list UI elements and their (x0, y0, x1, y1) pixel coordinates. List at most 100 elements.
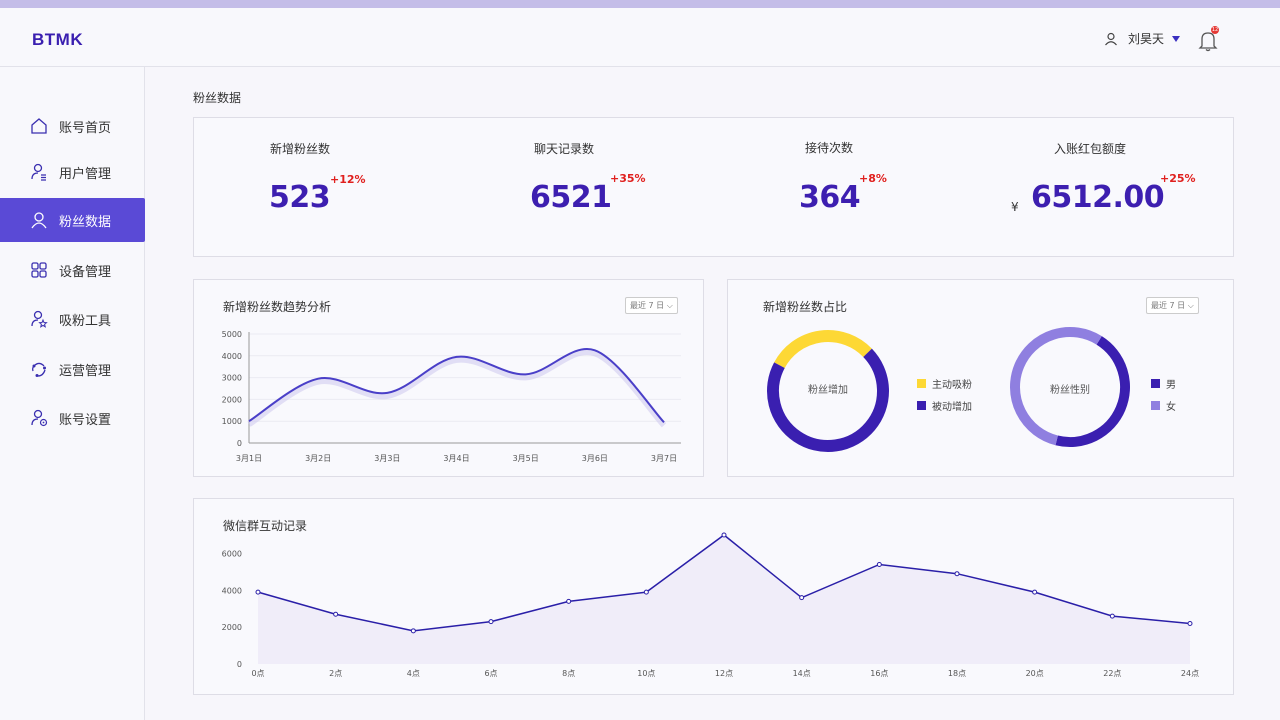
wechat-card: 微信群互动记录 0 2000 4000 6000 0点 2点 4点 6点 8点 10点 12点 14点… (193, 498, 1234, 695)
data-point (721, 532, 727, 538)
y-tick-label: 6000 (222, 549, 242, 558)
range-select[interactable]: 最近 7 日 ⌵ (1146, 297, 1199, 314)
legend-swatch (917, 401, 926, 410)
y-tick-label: 0 (237, 439, 242, 448)
chevron-down-icon: ⌵ (1187, 301, 1194, 310)
data-point (255, 589, 261, 595)
sidebar-item-account-settings[interactable]: 账号设置 (0, 396, 145, 440)
y-tick-label: 4000 (222, 352, 242, 361)
y-tick-label: 1000 (222, 417, 242, 426)
donut-chart-fans-gender (1010, 327, 1130, 447)
wechat-chart: 0 2000 4000 6000 0点 2点 4点 6点 8点 10点 12点 14点 16点 18点 20… (222, 532, 1199, 678)
y-tick-label: 0 (237, 660, 242, 669)
stat-delta: +8% (859, 172, 887, 185)
donut-slice-1 (774, 330, 872, 369)
legend-swatch (1151, 379, 1160, 388)
series-line-shadow (247, 349, 667, 428)
legend-swatch (917, 379, 926, 388)
x-tick-label: 20点 (1026, 669, 1044, 678)
sidebar-item-label: 账号首页 (59, 120, 112, 136)
sidebar-item-user-management[interactable]: 用户管理 (0, 150, 145, 194)
data-point (333, 611, 339, 617)
x-tick-label: 3月5日 (513, 454, 539, 463)
stat-delta: +25% (1160, 172, 1196, 185)
stat-label: 新增粉丝数 (270, 142, 331, 156)
stat-label: 聊天记录数 (534, 142, 595, 156)
stat-value: 523 (269, 180, 331, 215)
ratio-card: 新增粉丝数占比 最近 7 日 ⌵ 粉丝增加 主动吸粉 被动增加 粉丝性别 男 女 (727, 279, 1234, 477)
data-point (1109, 613, 1115, 619)
trend-chart: 0 1000 2000 3000 4000 5000 3月1日 3月2日 3月3日 3月4日 3月5… (222, 330, 681, 463)
donut-slice-1 (1055, 336, 1130, 447)
trend-card: 新增粉丝数趋势分析 最近 7 日 ⌵ 0 1000 2000 3000 4000 5000… (193, 279, 704, 477)
chevron-down-icon (1172, 35, 1181, 42)
header: BTMK 刘昊天 (0, 8, 1280, 67)
app-logo[interactable]: BTMK (32, 30, 84, 49)
x-tick-label: 3月6日 (582, 454, 608, 463)
user-name: 刘昊天 (1128, 32, 1165, 46)
sidebar-item-account-home[interactable]: 账号首页 (0, 104, 145, 148)
stat-value: 364 (799, 180, 861, 215)
sidebar-item-label: 吸粉工具 (59, 313, 112, 329)
range-select[interactable]: 最近 7 日 ⌵ (625, 297, 678, 314)
x-tick-label: 6点 (484, 669, 497, 678)
series-line (248, 348, 665, 423)
sidebar-item-label: 运营管理 (59, 363, 112, 379)
sidebar-item-device-management[interactable]: 设备管理 (0, 248, 145, 292)
legend-label: 女 (1166, 402, 1176, 413)
y-tick-label: 4000 (222, 586, 242, 595)
user-settings-icon (31, 409, 48, 427)
sidebar-item-fans-data[interactable]: 粉丝数据 (0, 198, 145, 242)
legend-item: 主动吸粉 (917, 376, 972, 391)
bell-icon[interactable] (1198, 30, 1218, 52)
user-icon (1105, 32, 1117, 45)
series-area (258, 535, 1190, 664)
y-tick-label: 5000 (222, 330, 242, 339)
x-tick-label: 3月2日 (305, 454, 331, 463)
grid-icon (31, 262, 47, 278)
data-point (566, 598, 572, 604)
donut-center-label: 粉丝增加 (808, 385, 848, 396)
sidebar-item-fan-tools[interactable]: 吸粉工具 (0, 297, 145, 341)
sidebar: 账号首页 用户管理 粉丝数据 设备管理 吸粉工具 运营管理 账号设置 (0, 67, 145, 720)
stat-red-packet: 入账红包额度 (1054, 140, 1126, 157)
legend-label: 主动吸粉 (932, 380, 972, 391)
user-star-icon (31, 310, 48, 328)
data-point (1032, 589, 1038, 595)
stat-chat-records: 聊天记录数 (534, 140, 594, 157)
x-tick-label: 18点 (948, 669, 966, 678)
legend-label: 男 (1166, 380, 1176, 391)
range-label: 最近 7 日 (630, 301, 665, 310)
range-label: 最近 7 日 (1151, 301, 1186, 310)
stat-delta: +35% (610, 172, 646, 185)
fans-icon (31, 212, 47, 229)
sidebar-item-label: 设备管理 (59, 264, 112, 280)
x-tick-label: 24点 (1181, 669, 1199, 678)
home-icon (31, 118, 47, 134)
notification-badge: 12 (1211, 26, 1219, 34)
data-point (410, 628, 416, 634)
x-tick-label: 3月3日 (374, 454, 400, 463)
chevron-down-icon: ⌵ (666, 301, 673, 310)
user-menu[interactable]: 刘昊天 (1104, 30, 1181, 47)
x-tick-label: 0点 (251, 669, 264, 678)
stat-delta: +12% (330, 173, 366, 186)
legend-item: 男 (1151, 376, 1176, 391)
user-list-icon (31, 163, 46, 181)
x-tick-label: 3月1日 (236, 454, 262, 463)
page-title: 粉丝数据 (193, 91, 242, 105)
sidebar-item-operations[interactable]: 运营管理 (0, 347, 145, 391)
x-tick-label: 10点 (637, 669, 655, 678)
stat-value: 6512.00 (1031, 180, 1165, 215)
share-icon (32, 362, 46, 377)
legend-item: 女 (1151, 398, 1176, 413)
x-tick-label: 14点 (793, 669, 811, 678)
donut-chart-fans-increase (767, 330, 889, 452)
stat-label: 接待次数 (805, 141, 854, 155)
card-title: 新增粉丝数占比 (763, 300, 848, 314)
legend-swatch (1151, 401, 1160, 410)
x-tick-label: 2点 (329, 669, 342, 678)
data-point (799, 595, 805, 601)
x-tick-label: 3月4日 (443, 454, 469, 463)
x-tick-label: 4点 (407, 669, 420, 678)
